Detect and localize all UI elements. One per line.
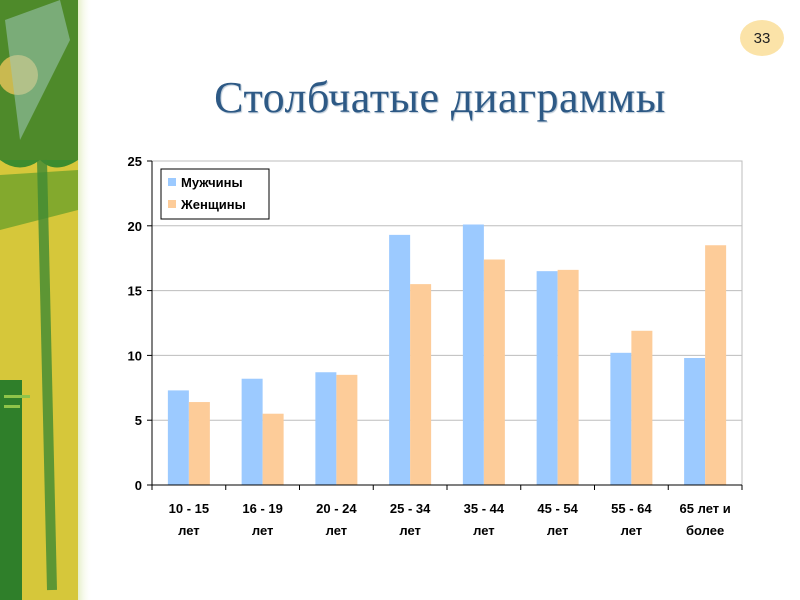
bar-women [336,374,358,485]
bar-men [167,390,189,485]
bar-women [557,269,579,485]
y-tick-label: 20 [128,219,142,234]
y-tick-label: 25 [128,154,142,169]
x-tick-label: 35 - 44 [464,501,505,516]
x-tick-label: 45 - 54 [537,501,578,516]
slide-title: Столбчатые диаграммы [214,73,666,122]
x-tick-label: лет [473,523,495,538]
bar-women [262,413,284,485]
bar-women [188,402,210,485]
y-tick-label: 0 [135,478,142,493]
bar-men [684,357,706,485]
legend-swatch [168,200,176,208]
x-tick-label: лет [547,523,569,538]
legend-label: Женщины [180,197,246,212]
y-tick-label: 10 [128,348,142,363]
bar-men [389,234,411,485]
legend-swatch [168,178,176,186]
x-tick-label: 20 - 24 [316,501,357,516]
y-tick-label: 15 [128,284,142,299]
legend-box [160,168,270,220]
bar-men [462,224,484,485]
x-tick-label: лет [621,523,643,538]
x-tick-label: лет [399,523,421,538]
x-tick-label: 10 - 15 [169,501,209,516]
legend: Мужчины Женщины [160,168,270,220]
x-tick-label: 16 - 19 [242,501,282,516]
bar-women [705,245,727,485]
bar-men [241,378,263,485]
legend-label: Мужчины [181,175,243,190]
x-tick-label: лет [326,523,348,538]
x-tick-label: 65 лет и [680,501,731,516]
bar-women [483,259,505,485]
bar-men [536,271,558,485]
axes: 0 5 10 15 20 25 10 - 15 лет 16 - 19 лет 20 - 24 лет… [128,154,743,538]
x-tick-label: лет [252,523,274,538]
bar-men [315,372,337,485]
slide-number: 33 [740,20,784,56]
x-tick-label: лет [178,523,200,538]
bar-women [631,330,653,485]
x-tick-label: 25 - 34 [390,501,431,516]
y-tick-label: 5 [135,413,142,428]
x-tick-label: 55 - 64 [611,501,652,516]
bars [167,224,727,485]
bar-men [610,352,632,485]
x-tick-label: более [686,523,724,538]
bar-women [410,284,432,485]
